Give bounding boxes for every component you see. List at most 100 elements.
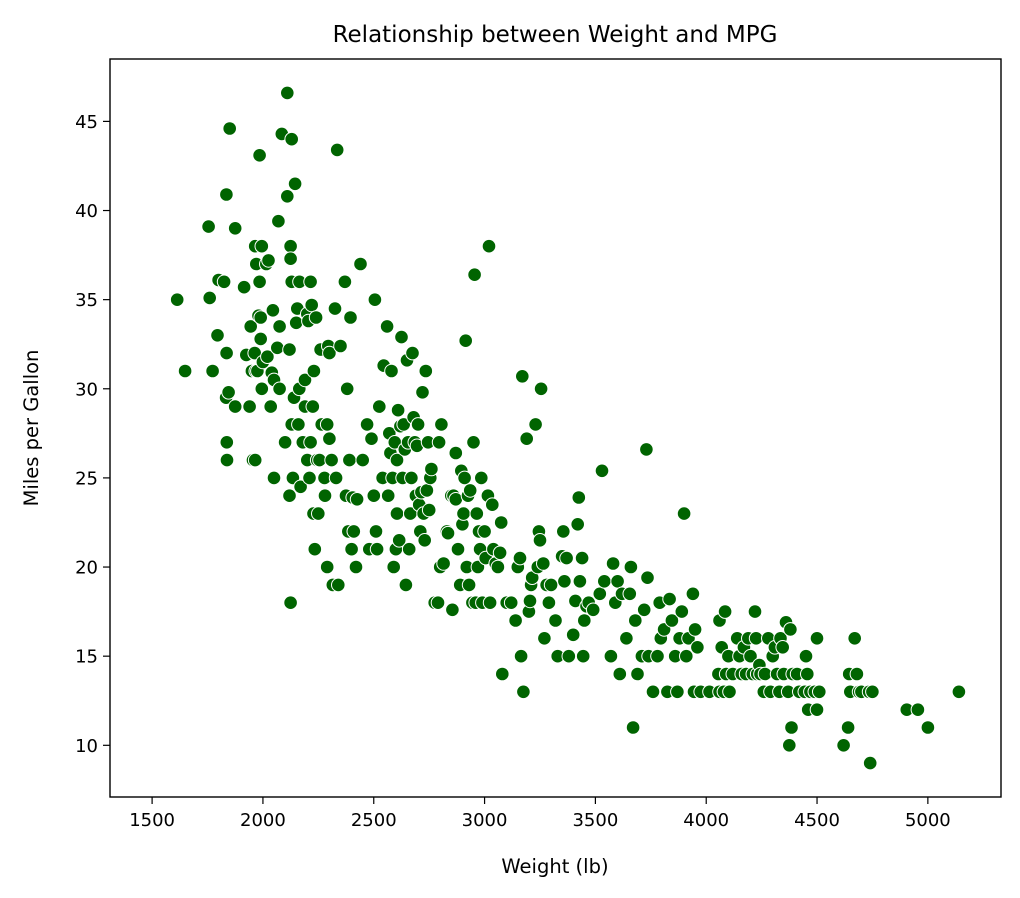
data-point xyxy=(252,148,267,163)
data-point xyxy=(327,301,343,316)
data-point xyxy=(210,328,225,343)
chart-title: Relationship between Weight and MPG xyxy=(333,22,778,48)
data-point xyxy=(415,385,430,400)
x-tick-label: 2500 xyxy=(351,810,397,831)
data-point xyxy=(283,595,298,611)
data-point xyxy=(619,631,634,646)
data-point xyxy=(266,470,282,486)
data-point xyxy=(664,613,680,628)
data-point xyxy=(328,470,344,486)
data-point xyxy=(288,315,304,331)
data-point xyxy=(355,452,371,468)
data-point xyxy=(541,595,557,611)
data-point xyxy=(311,506,326,521)
data-point xyxy=(503,595,519,611)
y-tick-label: 20 xyxy=(75,558,98,579)
data-point xyxy=(431,435,447,450)
y-axis-label: Miles per Gallon xyxy=(20,350,43,507)
data-point xyxy=(490,559,506,575)
data-point xyxy=(809,702,825,718)
data-point xyxy=(516,684,531,700)
data-point xyxy=(445,602,460,618)
data-point xyxy=(333,338,348,354)
data-point xyxy=(219,435,235,450)
data-point xyxy=(380,488,396,504)
data-point xyxy=(329,142,345,158)
data-point xyxy=(398,577,414,593)
data-point xyxy=(227,399,243,414)
data-point xyxy=(389,506,405,521)
data-point xyxy=(386,559,402,575)
data-point xyxy=(513,648,529,664)
data-point xyxy=(575,648,591,664)
data-point xyxy=(297,372,313,388)
data-point xyxy=(401,541,417,557)
data-point xyxy=(910,702,926,718)
data-point xyxy=(283,238,298,254)
data-point xyxy=(532,533,548,548)
y-tick-label: 40 xyxy=(75,201,98,222)
data-point xyxy=(306,363,322,379)
data-point xyxy=(261,253,276,268)
data-point xyxy=(369,541,385,557)
data-point xyxy=(283,251,298,267)
data-point xyxy=(865,684,880,700)
data-point xyxy=(512,550,528,566)
data-point xyxy=(236,279,252,295)
data-point xyxy=(690,640,705,655)
data-point xyxy=(571,490,587,505)
data-point xyxy=(348,559,364,575)
data-point xyxy=(349,492,365,507)
data-point xyxy=(481,238,497,254)
data-point xyxy=(391,533,407,548)
data-point xyxy=(219,452,235,468)
data-point xyxy=(458,333,474,349)
data-point xyxy=(461,577,477,593)
data-point xyxy=(577,613,592,628)
data-point xyxy=(448,492,464,507)
data-point xyxy=(645,684,661,700)
data-point xyxy=(389,452,405,468)
data-point xyxy=(798,648,814,664)
x-tick-label: 3000 xyxy=(462,810,508,831)
data-point xyxy=(548,613,563,628)
data-point xyxy=(482,595,498,611)
data-point xyxy=(585,602,601,618)
data-point xyxy=(448,445,464,461)
data-point xyxy=(419,483,435,498)
data-point xyxy=(308,310,324,325)
data-point xyxy=(242,399,257,414)
points-layer xyxy=(169,85,967,771)
x-tick-label: 3500 xyxy=(572,810,618,831)
data-point xyxy=(424,461,439,477)
data-point xyxy=(650,648,665,664)
data-point xyxy=(640,570,655,586)
data-point xyxy=(625,720,641,735)
data-point xyxy=(291,417,306,432)
data-point xyxy=(390,402,406,418)
data-point xyxy=(384,363,399,379)
data-point xyxy=(662,591,677,607)
data-point xyxy=(434,417,449,432)
data-point xyxy=(342,452,357,468)
data-point xyxy=(676,506,692,521)
data-point xyxy=(462,483,478,498)
data-point xyxy=(322,345,337,361)
data-point xyxy=(812,684,827,700)
data-point xyxy=(474,470,489,486)
data-point xyxy=(353,256,368,272)
y-tick-label: 45 xyxy=(75,112,98,133)
data-point xyxy=(272,319,287,334)
data-point xyxy=(722,684,737,700)
data-point xyxy=(639,442,654,457)
data-point xyxy=(559,550,574,566)
data-point xyxy=(775,640,791,655)
x-tick-label: 4000 xyxy=(683,810,729,831)
data-point xyxy=(379,319,395,334)
data-point xyxy=(603,648,619,664)
data-point xyxy=(743,648,758,664)
data-point xyxy=(612,666,628,682)
data-point xyxy=(284,131,300,147)
data-point xyxy=(430,595,446,611)
data-point xyxy=(317,488,333,504)
